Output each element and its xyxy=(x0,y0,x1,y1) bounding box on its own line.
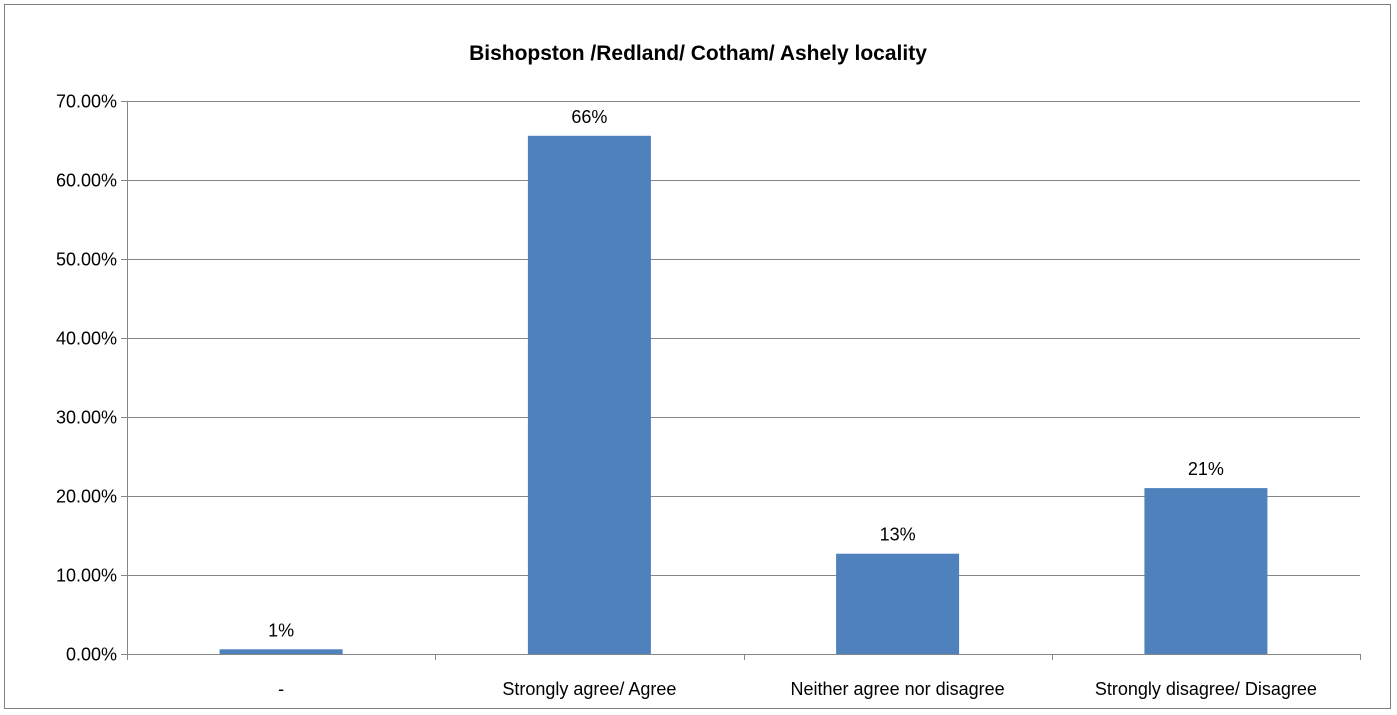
y-tick-label: 60.00% xyxy=(56,171,117,191)
data-label: 13% xyxy=(880,525,916,545)
data-label: 1% xyxy=(268,620,294,640)
data-labels: 1% 66% 13% 21% xyxy=(268,107,1224,640)
x-tick-label: Strongly disagree/ Disagree xyxy=(1095,679,1317,699)
y-axis-ticks: 0.00% 10.00% 20.00% 30.00% 40.00% 50.00% 60.00… xyxy=(56,92,127,665)
data-label: 66% xyxy=(571,107,607,127)
x-tick-label: - xyxy=(278,679,284,699)
y-tick-label: 30.00% xyxy=(56,408,117,428)
x-tick-label: Strongly agree/ Agree xyxy=(502,679,676,699)
axes xyxy=(127,101,1360,655)
y-tick-label: 10.00% xyxy=(56,566,117,586)
y-tick-label: 0.00% xyxy=(66,645,117,665)
y-tick-label: 70.00% xyxy=(56,92,117,112)
y-tick-label: 40.00% xyxy=(56,329,117,349)
y-tick-label: 50.00% xyxy=(56,250,117,270)
bar xyxy=(527,135,651,655)
chart-title: Bishopston /Redland/ Cotham/ Ashely loca… xyxy=(469,42,927,65)
bar xyxy=(1144,488,1268,654)
bar xyxy=(219,649,343,654)
data-label: 21% xyxy=(1188,459,1224,479)
bars xyxy=(219,135,1268,655)
y-tick-label: 20.00% xyxy=(56,487,117,507)
x-tick-label: Neither agree nor disagree xyxy=(791,679,1005,699)
bar xyxy=(836,553,960,654)
x-axis-ticks: - Strongly agree/ Agree Neither agree nor … xyxy=(127,654,1361,699)
